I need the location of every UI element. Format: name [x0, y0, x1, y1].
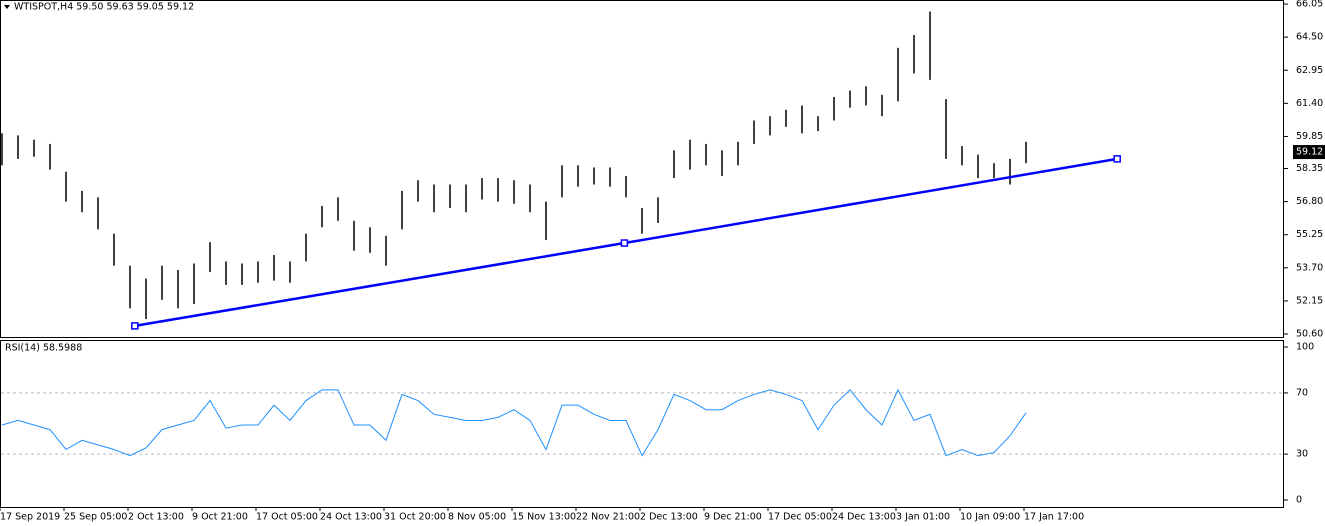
y-tick-label: 53.70 [1296, 262, 1323, 273]
y-tick-label: 0 [1296, 494, 1302, 505]
price-panel [0, 0, 1284, 338]
x-tick-label: 17 Sep 2019 [0, 512, 60, 523]
rsi-panel [0, 340, 1284, 508]
x-tick-label: 8 Nov 05:00 [448, 512, 506, 523]
y-tick-label: 30 [1296, 449, 1308, 460]
y-tick-label: 70 [1296, 387, 1308, 398]
last-price-tag [1293, 145, 1325, 160]
trend-anchor [620, 239, 629, 247]
x-tick-label: 9 Oct 21:00 [192, 512, 248, 523]
y-tick-label: 52.15 [1296, 295, 1323, 306]
x-tick-label: 22 Nov 21:00 [576, 512, 640, 523]
y-tick-label: 59.85 [1296, 131, 1323, 142]
x-tick-label: 25 Sep 05:00 [64, 512, 127, 523]
y-tick-label: 62.95 [1296, 65, 1323, 76]
trend-anchor [131, 322, 139, 330]
y-tick-label: 56.80 [1296, 196, 1323, 207]
x-tick-label: 24 Dec 13:00 [832, 512, 896, 523]
x-tick-label: 17 Jan 17:00 [1024, 512, 1084, 523]
y-tick-label: 61.40 [1296, 98, 1323, 109]
y-tick-label: 66.05 [1296, 0, 1323, 10]
trend-anchor [1113, 155, 1121, 163]
x-tick-label: 2 Oct 13:00 [128, 512, 184, 523]
rsi-title: RSI(14) 58.5988 [5, 343, 82, 354]
y-tick-label: 55.25 [1296, 229, 1323, 240]
x-tick-label: 17 Oct 05:00 [256, 512, 318, 523]
x-tick-label: 9 Dec 21:00 [704, 512, 762, 523]
x-tick-label: 10 Jan 09:00 [960, 512, 1020, 523]
x-tick-label: 2 Dec 13:00 [640, 512, 698, 523]
y-tick-label: 64.50 [1296, 32, 1323, 43]
x-tick-label: 17 Dec 05:00 [768, 512, 832, 523]
y-tick-label: 50.60 [1296, 329, 1323, 340]
x-tick-label: 24 Oct 13:00 [320, 512, 382, 523]
last-price-label: 59.12 [1296, 147, 1323, 158]
y-tick-label: 58.35 [1296, 163, 1323, 174]
y-tick-label: 100 [1296, 342, 1314, 353]
x-tick-label: 3 Jan 01:00 [896, 512, 950, 523]
x-tick-label: 15 Nov 13:00 [512, 512, 576, 523]
menu-triangle [4, 5, 10, 9]
price-title: WTISPOT,H4 59.50 59.63 59.05 59.12 [14, 2, 194, 13]
x-tick-label: 31 Oct 20:00 [384, 512, 446, 523]
rsi-line [1, 388, 1027, 457]
